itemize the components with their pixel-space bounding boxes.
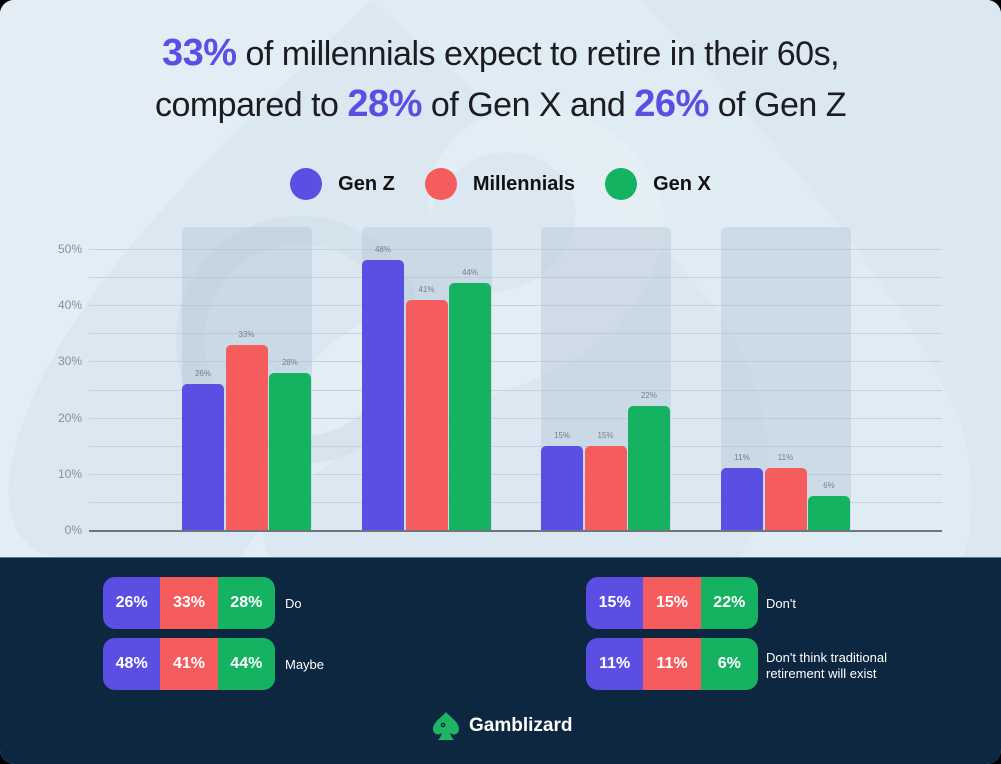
- summary-value: 11%: [586, 638, 644, 690]
- y-tick-label: 20%: [57, 410, 82, 425]
- summary-value: 41%: [160, 638, 218, 690]
- bar-millennials[interactable]: [405, 299, 448, 530]
- bar-gen-z[interactable]: [182, 383, 224, 530]
- headline-line-1: 33% of millennials expect to retire in t…: [0, 28, 1001, 79]
- summary-label: Don't think traditional retirement will e…: [766, 650, 887, 682]
- summary-value: 26%: [103, 577, 161, 629]
- bar-value-label: 33%: [238, 329, 255, 339]
- summary-pill: 26% 33% 28%: [103, 577, 275, 629]
- headline-text: compared to: [154, 86, 348, 124]
- summary-value: 44%: [217, 638, 275, 690]
- summary-label: Do: [285, 596, 302, 611]
- headline-line-2: compared to 28% of Gen X and 26% of Gen …: [0, 79, 1001, 130]
- legend-dot-icon: [605, 168, 638, 200]
- bar-value-label: 11%: [734, 453, 750, 463]
- y-tick-label: 50%: [57, 242, 82, 256]
- gridline: [89, 501, 942, 503]
- gridline: [89, 389, 942, 391]
- summary-value: 11%: [643, 638, 701, 690]
- summary-value: 15%: [643, 577, 701, 629]
- gridline: [89, 361, 942, 363]
- bar-value-label: 28%: [281, 357, 298, 367]
- bar-gen-z[interactable]: [362, 260, 404, 530]
- gridline: [89, 249, 942, 250]
- headline-stat-millennials: 33%: [161, 32, 237, 74]
- summary-label-line: retirement will exist: [766, 666, 877, 681]
- legend-item-gen-x: Gen X: [605, 168, 711, 200]
- bar-value-label: 15%: [553, 430, 570, 440]
- legend-item-gen-z: Gen Z: [290, 168, 395, 200]
- summary-pill: 15% 15% 22%: [586, 577, 758, 629]
- summary-pill: 11% 11% 6%: [586, 638, 758, 690]
- summary-value: 6%: [700, 638, 758, 690]
- spade-lizard-logo-icon: [433, 712, 459, 740]
- bar-millennials[interactable]: [225, 344, 268, 530]
- x-axis-line: [89, 530, 942, 532]
- headline-stat-genx: 28%: [347, 83, 422, 125]
- headline-text: of Gen X and: [421, 86, 635, 124]
- chart-panel: 33% of millennials expect to retire in t…: [0, 28, 1001, 537]
- bar-millennials[interactable]: [584, 445, 627, 530]
- gridline: [89, 473, 942, 475]
- headline-text: of Gen Z: [708, 86, 847, 124]
- legend-label: Gen Z: [338, 172, 395, 195]
- gridline: [89, 277, 942, 279]
- bar-gen-x[interactable]: [808, 496, 850, 530]
- bar-value-label: 41%: [418, 284, 435, 294]
- headline-text: of millennials expect to retire in their…: [236, 35, 840, 73]
- summary-value: 33%: [160, 577, 218, 629]
- bar-value-label: 44%: [461, 267, 478, 277]
- brand-name: Gamblizard: [469, 715, 573, 736]
- bar-value-label: 26%: [194, 368, 211, 378]
- bar-gen-x[interactable]: [628, 406, 670, 530]
- bar-gen-x[interactable]: [269, 372, 311, 530]
- legend-dot-icon: [424, 168, 457, 200]
- summary-label: Don't: [766, 596, 796, 611]
- summary-pill: 48% 41% 44%: [103, 638, 275, 690]
- bar-gen-z[interactable]: [721, 468, 763, 530]
- gridline: [89, 333, 942, 335]
- brand-logo: Gamblizard: [431, 711, 572, 741]
- gridline: [89, 445, 942, 447]
- summary-value: 22%: [700, 577, 758, 629]
- summary-label: Maybe: [285, 657, 325, 672]
- summary-value: 28%: [217, 577, 275, 629]
- bar-millennials[interactable]: [764, 468, 807, 530]
- y-tick-label: 40%: [57, 298, 82, 313]
- headline-stat-genz: 26%: [634, 83, 709, 125]
- legend-label: Gen X: [653, 172, 711, 195]
- gridline: [89, 417, 942, 419]
- gridline: [89, 305, 942, 307]
- legend-item-millennials: Millennials: [424, 168, 576, 200]
- bar-chart: 0% 10% 20% 30% 40% 50% 26% 33% 28% 48% 41% 44% 15% 15…: [57, 227, 942, 537]
- bar-gen-z[interactable]: [541, 445, 583, 530]
- y-tick-label: 10%: [57, 466, 82, 481]
- chart-legend: Gen Z Millennials Gen X: [0, 168, 1001, 200]
- bar-gen-x[interactable]: [449, 282, 491, 530]
- summary-label-line: Don't think traditional: [766, 650, 887, 665]
- summary-value: 15%: [586, 577, 644, 629]
- bar-value-label: 15%: [597, 430, 614, 440]
- legend-dot-icon: [290, 168, 323, 200]
- legend-label: Millennials: [472, 172, 576, 195]
- bar-value-label: 48%: [374, 245, 391, 255]
- bar-value-label: 6%: [823, 481, 835, 491]
- headline: 33% of millennials expect to retire in t…: [0, 28, 1001, 130]
- summary-value: 48%: [103, 638, 161, 690]
- bar-value-label: 22%: [640, 391, 657, 401]
- y-tick-label: 0%: [64, 523, 82, 537]
- y-tick-label: 30%: [57, 354, 82, 369]
- bar-value-label: 11%: [777, 453, 794, 463]
